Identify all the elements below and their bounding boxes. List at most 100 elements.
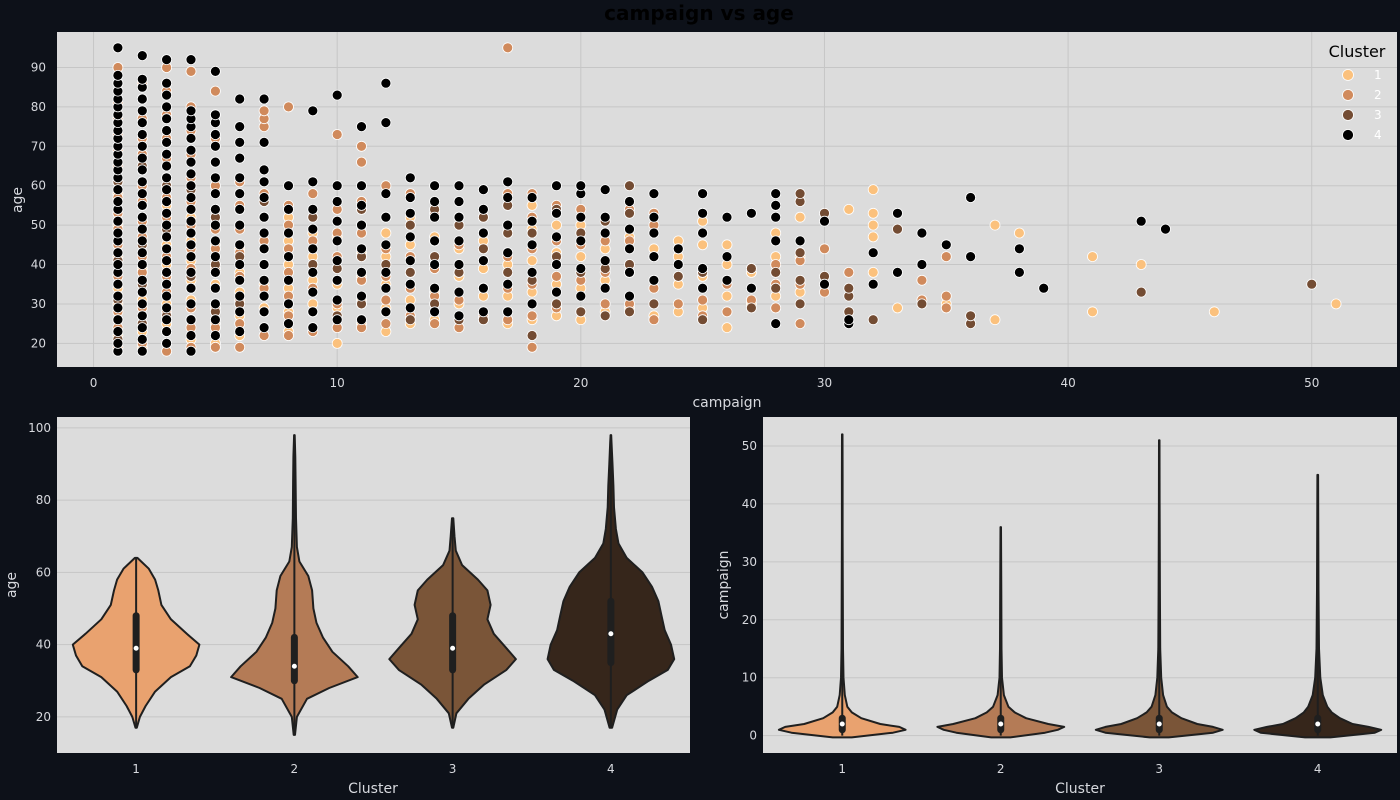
scatter-point bbox=[599, 282, 611, 294]
scatter-point bbox=[551, 219, 562, 231]
violin-median bbox=[133, 645, 139, 651]
scatter-point bbox=[283, 274, 294, 286]
scatter-point bbox=[356, 140, 367, 152]
scatter-panel: 0 10 20 30 40 50 20 30 40 50 60 70 80 90 campaign age… bbox=[10, 32, 1397, 411]
scatter-point bbox=[404, 172, 416, 184]
scatter-point bbox=[770, 302, 782, 314]
scatter-point bbox=[551, 270, 562, 282]
scatter-point bbox=[794, 188, 806, 200]
scatter-point bbox=[136, 247, 148, 259]
scatter-point bbox=[307, 188, 319, 200]
scatter-gridlines bbox=[57, 32, 1397, 367]
scatter-point bbox=[112, 247, 124, 259]
scatter-point bbox=[234, 274, 246, 286]
scatter-point bbox=[697, 314, 708, 326]
scatter-point bbox=[258, 227, 270, 239]
scatter-point bbox=[794, 318, 806, 330]
scatter-y-axis-label: age bbox=[10, 187, 26, 213]
scatter-point bbox=[185, 180, 197, 192]
scatter-point bbox=[234, 188, 246, 200]
scatter-point bbox=[1306, 278, 1318, 290]
scatter-point bbox=[161, 101, 173, 113]
scatter-point bbox=[136, 105, 148, 117]
scatter-point bbox=[697, 294, 708, 306]
scatter-point bbox=[234, 326, 246, 337]
y-tick-label: 100 bbox=[28, 421, 51, 435]
scatter-point bbox=[794, 247, 806, 259]
legend-title: Cluster bbox=[1329, 42, 1386, 61]
scatter-point bbox=[161, 136, 173, 148]
scatter-point bbox=[356, 290, 367, 302]
scatter-point bbox=[429, 282, 441, 294]
scatter-point bbox=[502, 176, 514, 188]
scatter-point bbox=[770, 235, 782, 247]
scatter-point bbox=[258, 211, 270, 223]
scatter-point bbox=[209, 219, 221, 231]
scatter-point bbox=[234, 306, 246, 318]
y-tick-label: 60 bbox=[31, 179, 46, 193]
scatter-point bbox=[940, 302, 952, 314]
legend-label: 3 bbox=[1374, 108, 1382, 122]
scatter-point bbox=[209, 129, 221, 140]
y-tick-label: 80 bbox=[36, 493, 51, 507]
scatter-point bbox=[331, 274, 343, 286]
scatter-point bbox=[307, 322, 319, 334]
scatter-point bbox=[283, 298, 294, 310]
scatter-point bbox=[307, 105, 319, 117]
scatter-point bbox=[746, 302, 757, 314]
scatter-point bbox=[672, 259, 684, 270]
scatter-point bbox=[575, 251, 587, 263]
scatter-point bbox=[453, 196, 465, 207]
scatter-point bbox=[770, 199, 782, 211]
scatter-point bbox=[404, 266, 416, 278]
scatter-point bbox=[746, 282, 757, 294]
x-tick-label: 1 bbox=[132, 762, 140, 776]
violin-median bbox=[291, 663, 297, 669]
scatter-point bbox=[916, 274, 928, 286]
scatter-point bbox=[477, 255, 489, 267]
scatter-point bbox=[429, 196, 441, 207]
scatter-point bbox=[136, 211, 148, 223]
x-tick-label: 4 bbox=[1314, 762, 1322, 776]
scatter-point bbox=[916, 298, 928, 310]
scatter-points bbox=[112, 42, 1342, 357]
scatter-point bbox=[770, 266, 782, 278]
legend-marker bbox=[1342, 69, 1354, 81]
scatter-point bbox=[404, 207, 416, 219]
scatter-point bbox=[867, 266, 879, 278]
scatter-point bbox=[721, 322, 733, 334]
scatter-point bbox=[161, 148, 173, 160]
scatter-point bbox=[356, 199, 367, 211]
x-tick-label: 10 bbox=[330, 376, 345, 390]
scatter-point bbox=[624, 223, 635, 235]
scatter-point bbox=[965, 310, 976, 322]
y-tick-label: 50 bbox=[742, 439, 757, 453]
scatter-point bbox=[258, 164, 270, 176]
scatter-point bbox=[526, 266, 538, 278]
scatter-point bbox=[356, 219, 367, 231]
scatter-point bbox=[161, 219, 173, 231]
scatter-point bbox=[331, 215, 343, 227]
scatter-point bbox=[258, 192, 270, 203]
scatter-point bbox=[331, 129, 343, 140]
scatter-point bbox=[819, 278, 830, 290]
scatter-point bbox=[307, 223, 319, 235]
scatter-point bbox=[721, 290, 733, 302]
scatter-point bbox=[234, 152, 246, 164]
y-tick-label: 0 bbox=[749, 729, 757, 743]
scatter-point bbox=[867, 247, 879, 259]
scatter-point bbox=[258, 243, 270, 255]
scatter-point bbox=[624, 196, 635, 207]
violin-median bbox=[1156, 721, 1162, 727]
scatter-point bbox=[380, 188, 392, 200]
scatter-point bbox=[429, 211, 441, 223]
violin-median bbox=[608, 631, 614, 637]
scatter-point bbox=[624, 243, 635, 255]
scatter-point bbox=[136, 93, 148, 105]
scatter-point bbox=[112, 302, 124, 314]
violin-age-panel: 20 40 60 80 100 1 2 3 4 Cluster age bbox=[4, 417, 690, 797]
scatter-point bbox=[526, 215, 538, 227]
scatter-point bbox=[502, 42, 514, 54]
scatter-point bbox=[794, 211, 806, 223]
